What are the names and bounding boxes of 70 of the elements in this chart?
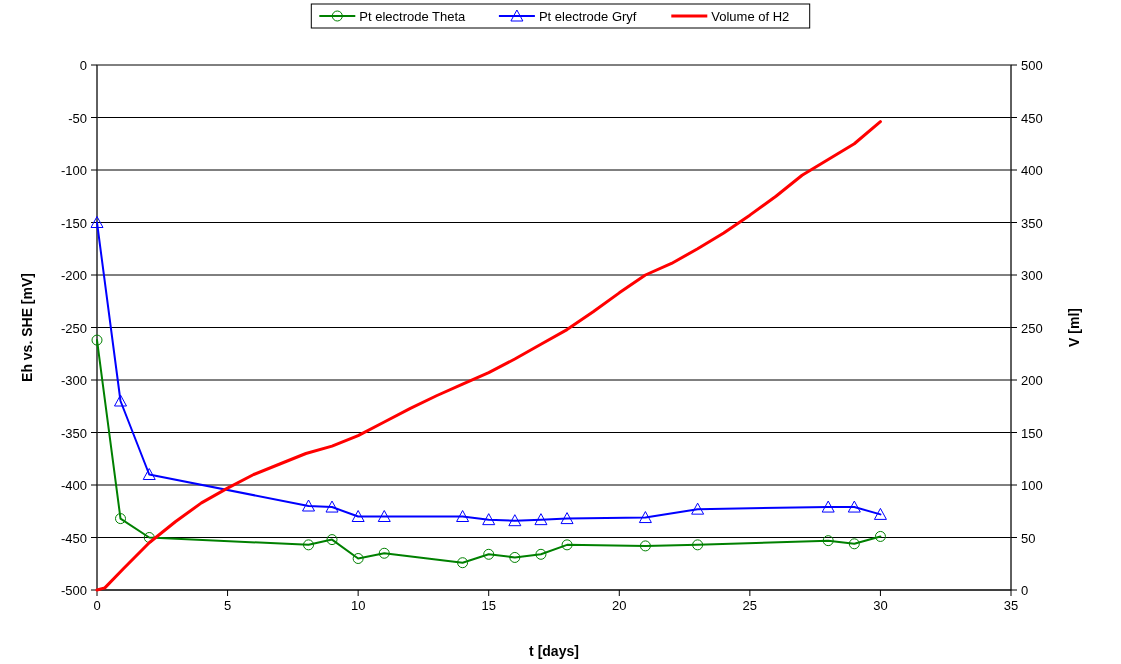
- legend-label: Volume of H2: [711, 9, 790, 24]
- point: [325, 500, 339, 513]
- point: [692, 539, 704, 551]
- y2-tick-label: 100: [1021, 478, 1043, 493]
- y-axis-title: Eh vs. SHE [mV]: [19, 273, 35, 382]
- x-axis-title: t [days]: [529, 643, 579, 659]
- point: [848, 538, 860, 550]
- y2-tick-label: 50: [1021, 530, 1036, 546]
- x-tick-label: 35: [1003, 598, 1019, 613]
- point: [534, 513, 548, 526]
- legend-label: Pt electrode Theta: [359, 9, 467, 24]
- point: [508, 514, 522, 527]
- y2-tick-label: 0: [1021, 583, 1029, 598]
- y-tick-label: -50: [68, 110, 87, 126]
- y2-tick-label: 350: [1021, 215, 1043, 231]
- point: [90, 216, 104, 228]
- y-tick-label: -150: [60, 215, 87, 231]
- y-tick-label: -350: [60, 425, 87, 441]
- point: [561, 539, 573, 551]
- y2-tick-label: 200: [1021, 373, 1043, 388]
- y2-tick-label: 500: [1021, 58, 1043, 73]
- point: [822, 535, 834, 547]
- point: [456, 510, 470, 522]
- y-tick-label: -300: [60, 373, 87, 388]
- legend-label: Pt electrode Gryf: [538, 9, 637, 24]
- y-tick-label: 0: [79, 58, 87, 73]
- point: [142, 468, 156, 480]
- point: [874, 530, 886, 542]
- point: [482, 513, 496, 526]
- x-tick-label: 5: [223, 598, 232, 613]
- point: [457, 557, 469, 569]
- point: [560, 512, 574, 525]
- point: [873, 507, 887, 520]
- x-tick-label: 25: [742, 598, 758, 613]
- point: [352, 553, 364, 564]
- y-tick-label: -250: [60, 320, 87, 336]
- line-series: [95, 120, 882, 592]
- x-tick-label: 10: [350, 598, 366, 613]
- point: [509, 551, 521, 563]
- y2-axis-title: V [ml]: [1066, 308, 1082, 347]
- point: [377, 510, 391, 522]
- point: [378, 547, 390, 559]
- point: [691, 502, 705, 515]
- y2-tick-label: 400: [1021, 163, 1043, 178]
- point: [115, 513, 126, 525]
- point: [483, 548, 495, 560]
- y2-tick-label: 300: [1021, 268, 1043, 283]
- x-tick-label: 30: [873, 598, 888, 613]
- y2-tick-label: 150: [1021, 425, 1043, 441]
- point: [535, 548, 547, 560]
- point: [302, 499, 316, 512]
- y2-tick-label: 450: [1021, 110, 1043, 126]
- point: [114, 394, 127, 407]
- point: [847, 500, 861, 513]
- y-tick-label: -450: [60, 530, 87, 546]
- point: [351, 510, 365, 522]
- point: [638, 511, 652, 524]
- point: [326, 534, 338, 546]
- point: [639, 540, 651, 552]
- y-tick-label: -200: [60, 268, 87, 283]
- point: [303, 539, 315, 551]
- y-tick-label: -100: [60, 163, 87, 178]
- y-tick-label: -400: [60, 478, 87, 493]
- point: [91, 334, 103, 346]
- x-tick-label: 20: [612, 598, 627, 613]
- y-tick-label: -500: [60, 583, 87, 598]
- x-tick-label: 15: [481, 598, 496, 613]
- point: [821, 500, 835, 513]
- x-tick-label: 0: [93, 598, 101, 613]
- y2-tick-label: 250: [1021, 320, 1043, 336]
